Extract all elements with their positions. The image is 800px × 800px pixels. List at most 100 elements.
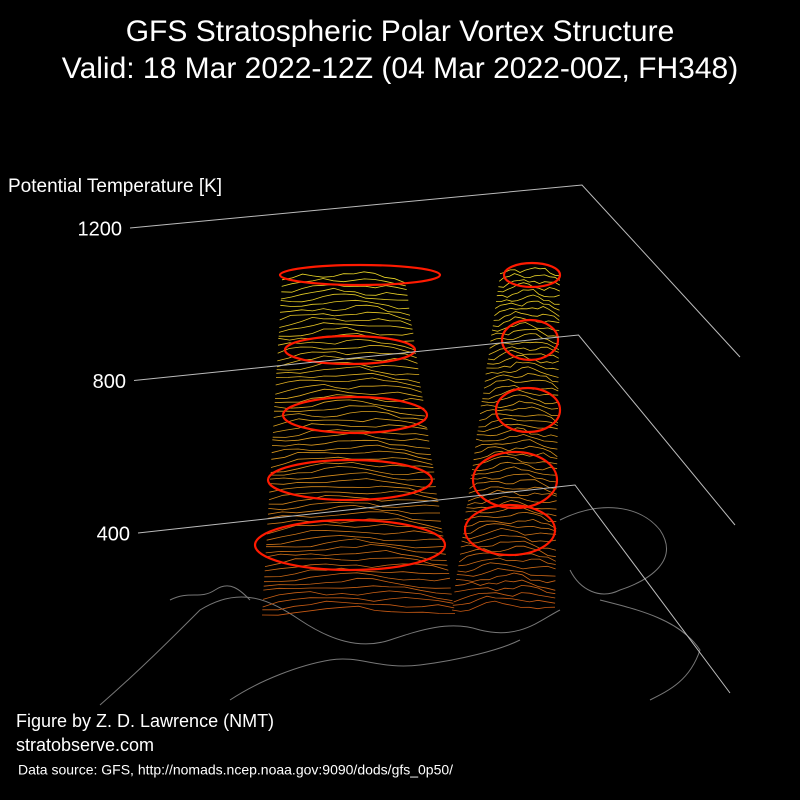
vortex-contour — [276, 366, 420, 376]
vortex-contour — [275, 372, 421, 384]
vortex-contour — [265, 550, 447, 561]
vortex-contour — [480, 400, 559, 410]
y-tick-label: 400 — [97, 523, 130, 545]
vortex-contour — [266, 538, 446, 549]
vortex-edge — [463, 503, 557, 557]
vortex-contour — [461, 534, 557, 544]
coastline — [559, 507, 667, 595]
vortex-contour — [268, 501, 440, 511]
vortex-contour — [485, 366, 559, 378]
axis-label: Potential Temperature [K] — [8, 176, 222, 197]
vortex-contour — [268, 495, 439, 505]
vortex-contour — [458, 557, 556, 567]
vortex-contour — [277, 338, 416, 351]
vortex-contour — [273, 418, 427, 428]
vortex-contour — [486, 361, 559, 370]
axis: 400 800 1200 — [78, 184, 741, 694]
vortex-contour — [494, 300, 560, 311]
vortex-contour — [475, 433, 558, 443]
y-tick-label: 800 — [93, 371, 126, 393]
vortex-contour — [478, 418, 558, 428]
vortex-edge — [494, 386, 562, 434]
vortex-edge — [471, 450, 559, 510]
coastline — [229, 639, 521, 701]
vortex-contour — [463, 518, 557, 530]
vortex-contour — [277, 345, 416, 354]
vortex-contour — [476, 427, 558, 438]
vortex-contour — [496, 294, 560, 305]
vortex-contour — [455, 572, 556, 584]
vortex-contour — [275, 383, 422, 395]
vortex-contour — [463, 523, 557, 535]
vortex-contour — [263, 572, 451, 583]
vortex-contour — [269, 485, 437, 495]
vortex-contour — [474, 445, 558, 458]
vortex-contour — [269, 472, 436, 481]
vortex-contour — [454, 584, 556, 595]
vortex-contour — [481, 394, 559, 405]
vortex-contour — [274, 399, 425, 410]
vortex-contour — [499, 267, 561, 277]
vortex-contour — [455, 579, 556, 591]
vortex-contour — [270, 466, 435, 476]
vortex-contour — [271, 439, 431, 449]
vortex-contour — [272, 423, 428, 433]
vortex-contour — [266, 535, 445, 546]
vortex-contour — [466, 499, 557, 510]
grid-line — [129, 184, 741, 358]
vortex-contour — [276, 362, 419, 371]
vortex-contour — [264, 557, 448, 567]
vortex-contour — [267, 504, 440, 515]
vortex-contour — [488, 346, 559, 355]
vortex-contour — [456, 568, 556, 577]
vortex-contour — [264, 563, 449, 572]
coastline — [169, 585, 251, 601]
y-tick-label: 1200 — [78, 218, 123, 240]
vortex-edge — [266, 458, 434, 502]
vortex-contour — [272, 429, 429, 438]
coastline — [99, 596, 561, 706]
chart-title: GFS Stratospheric Polar Vortex Structure — [126, 15, 675, 48]
vortex-contour — [268, 490, 438, 501]
vortex-contour — [261, 605, 456, 616]
vortex-contour — [265, 544, 446, 555]
vortex-contour — [263, 577, 451, 589]
vortex — [253, 261, 562, 616]
vortex-contour — [498, 273, 561, 282]
vortex-contour — [494, 306, 560, 317]
vortex-contour — [472, 456, 558, 466]
vortex-contour — [279, 316, 412, 328]
vortex-contour — [473, 450, 558, 461]
coastline — [599, 599, 701, 701]
vortex-contour — [498, 279, 561, 288]
credit: Figure by Z. D. Lawrence (NMT) — [16, 711, 274, 731]
vortex-contour — [493, 310, 560, 321]
vortex-contour — [262, 597, 454, 608]
vortex-contour — [279, 311, 411, 321]
vortex-contour — [459, 545, 556, 558]
vortex-contour — [271, 444, 431, 455]
vortex-contour — [462, 527, 557, 540]
vortex-contour — [457, 562, 556, 573]
vortex-contour — [469, 479, 557, 490]
grid-line — [133, 334, 736, 526]
vortex-contour — [274, 405, 426, 417]
vortex-contour — [491, 322, 560, 332]
vortex-contour — [484, 373, 559, 383]
vortex-contour — [262, 600, 455, 611]
vortex-contour — [271, 450, 432, 461]
vortex-contour — [471, 461, 558, 472]
vortex-edge — [281, 395, 429, 435]
source: Data source: GFS, http://nomads.ncep.noa… — [18, 762, 453, 778]
vortex-contour — [274, 388, 423, 399]
vortex-contour — [475, 439, 558, 450]
vortex-edge — [502, 261, 562, 289]
vortex-contour — [263, 585, 452, 595]
vortex-contour — [496, 289, 560, 298]
vortex-contour — [483, 379, 559, 390]
vortex-contour — [278, 326, 414, 337]
vortex-contour — [266, 530, 444, 541]
vortex-edge — [283, 334, 417, 366]
